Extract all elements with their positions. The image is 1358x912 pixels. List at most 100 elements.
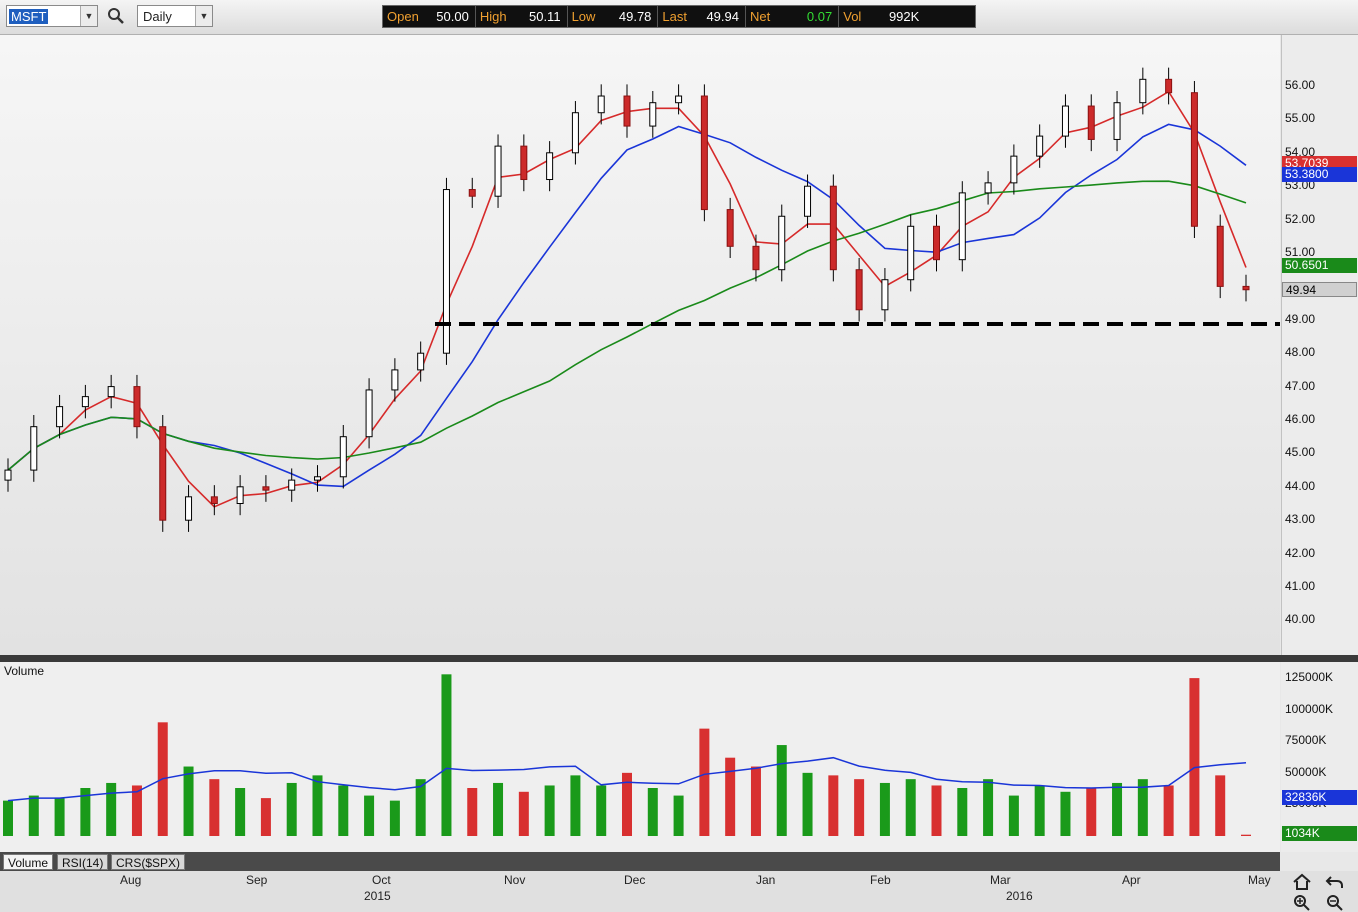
candle <box>520 134 528 192</box>
volume-bar <box>415 779 426 836</box>
high-value: 50.11 <box>528 9 561 24</box>
home-icon[interactable] <box>1292 873 1312 891</box>
ma-blue-tag: 53.3800 <box>1282 167 1357 182</box>
volume-bar <box>570 775 581 836</box>
volume-bar <box>441 674 452 836</box>
volume-chart[interactable]: Volume <box>0 662 1280 852</box>
month-label: Jan <box>756 873 776 887</box>
candle <box>804 174 812 228</box>
volume-bar <box>389 800 400 836</box>
zoom-in-icon[interactable] <box>1292 893 1312 911</box>
volume-bar <box>802 772 813 836</box>
low-value: 49.78 <box>618 9 652 24</box>
candle <box>1190 80 1198 238</box>
period-value: Daily <box>143 9 172 24</box>
symbol-input[interactable]: MSFT ▼ <box>6 5 98 27</box>
price-tick-label: 56.00 <box>1285 78 1316 92</box>
candle <box>546 141 554 192</box>
price-tick-label: 47.00 <box>1285 378 1316 393</box>
volume-bar <box>1137 779 1148 836</box>
volume-bar <box>622 772 632 836</box>
tab-volume[interactable]: Volume <box>3 854 54 870</box>
price-tick-label: 43.00 <box>1285 512 1316 527</box>
month-label: Apr <box>1122 873 1141 887</box>
search-icon[interactable] <box>107 7 125 25</box>
undo-icon[interactable] <box>1325 873 1345 891</box>
tab-crs[interactable]: CRS($SPX) <box>111 854 186 870</box>
candle <box>339 425 347 489</box>
volume-bar <box>776 745 787 836</box>
last-value: 49.94 <box>706 9 739 24</box>
price-axis <box>1280 35 1358 655</box>
candle <box>417 341 425 382</box>
volume-bar <box>1112 782 1123 836</box>
month-label: Aug <box>120 873 142 887</box>
zoom-out-icon[interactable] <box>1325 893 1345 911</box>
candle <box>468 177 476 208</box>
candle <box>623 84 631 138</box>
volume-bar <box>957 788 968 836</box>
candle <box>649 91 657 138</box>
volume-bar <box>106 782 117 836</box>
ma-blue-line <box>7 123 1247 488</box>
month-label: May <box>1248 873 1271 887</box>
volume-bar <box>364 795 375 836</box>
volume-bar <box>54 798 65 836</box>
volume-bar <box>905 779 916 836</box>
candle <box>236 475 244 516</box>
symbol-dropdown-arrow-icon[interactable]: ▼ <box>80 6 97 26</box>
vol-label: Vol <box>843 9 862 24</box>
volume-tick-label: 50000K <box>1285 764 1327 779</box>
high-label: High <box>479 9 507 24</box>
candle <box>907 214 915 292</box>
price-tick-label: 49.00 <box>1285 311 1316 326</box>
candle <box>829 174 837 282</box>
tab-rsi[interactable]: RSI(14) <box>57 854 109 870</box>
candle <box>1087 94 1095 152</box>
volume-bar <box>80 788 91 836</box>
price-tick-label: 41.00 <box>1285 579 1316 593</box>
volume-bar <box>1034 785 1045 836</box>
price-chart[interactable] <box>0 35 1280 655</box>
volume-bar <box>338 785 349 836</box>
candle <box>1036 124 1044 168</box>
candle <box>494 134 502 208</box>
volume-bar <box>235 788 246 836</box>
volume-bar <box>312 775 323 836</box>
net-label: Net <box>750 9 771 24</box>
volume-bar <box>1241 834 1251 836</box>
last-label: Last <box>662 9 687 24</box>
pane-divider[interactable] <box>0 655 1358 662</box>
price-tick-label: 42.00 <box>1285 545 1316 560</box>
volume-bar <box>854 779 865 836</box>
month-label: Mar <box>990 873 1011 887</box>
candle <box>597 84 605 125</box>
volume-bar <box>518 791 529 836</box>
month-label: Nov <box>504 873 526 887</box>
volume-bar <box>750 766 761 836</box>
candle <box>107 374 115 409</box>
period-dropdown-arrow-icon[interactable]: ▼ <box>195 6 212 26</box>
price-tick-label: 55.00 <box>1285 111 1316 126</box>
candle <box>1010 144 1018 195</box>
price-tick-label: 40.00 <box>1285 612 1316 627</box>
candle <box>159 414 167 532</box>
volume-title: Volume <box>4 664 45 678</box>
price-tick-label: 44.00 <box>1285 478 1316 493</box>
price-tick-label: 54.00 <box>1285 144 1316 159</box>
volume-chart-svg <box>0 662 1280 852</box>
price-tick-label: 46.00 <box>1285 412 1316 426</box>
volume-bar <box>260 798 271 836</box>
candle <box>4 458 12 492</box>
period-select[interactable]: Daily ▼ <box>137 5 213 27</box>
volume-avg-line <box>7 756 1247 802</box>
volume-bar <box>983 779 994 836</box>
ma-green-line <box>7 180 1247 471</box>
volume-bar <box>725 757 736 836</box>
candle <box>1061 94 1069 148</box>
volume-bar <box>1008 795 1019 836</box>
month-label: Oct <box>372 873 391 887</box>
volume-bar <box>596 785 607 836</box>
candle <box>210 485 218 516</box>
volume-bar <box>931 785 942 836</box>
